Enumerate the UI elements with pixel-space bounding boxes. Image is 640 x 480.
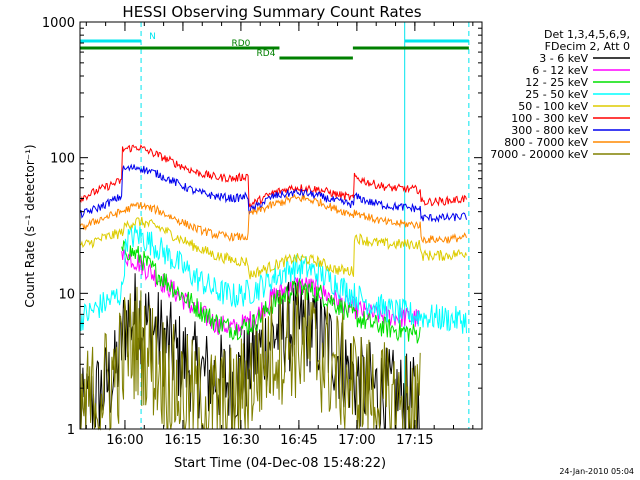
- x-tick-label: 16:15: [164, 433, 201, 448]
- legend-entry-label: 800 - 7000 keV: [504, 136, 588, 149]
- x-tick-label: 17:15: [396, 433, 433, 448]
- legend-header-line-2: FDecim 2, Att 0: [545, 40, 630, 53]
- legend-entry-label: 100 - 300 keV: [511, 112, 588, 125]
- series-line: [79, 193, 467, 245]
- flag-bar-label: RD0: [231, 39, 250, 49]
- y-tick-label: 1: [67, 423, 75, 438]
- legend-header-line-1: Det 1,3,4,5,6,9,: [544, 28, 630, 41]
- series-line: [79, 163, 467, 223]
- x-axis-label: Start Time (04-Dec-08 15:48:22): [174, 456, 386, 471]
- series-line: [79, 285, 421, 431]
- x-tick-label: 16:45: [280, 433, 317, 448]
- legend-entry-label: 6 - 12 keV: [532, 64, 588, 77]
- y-axis-label: Count Rate (s⁻¹ detector⁻¹): [23, 144, 37, 307]
- x-tick-label: 16:30: [222, 433, 259, 448]
- x-axis: 16:00 16:15 16:30 16:45 17:00 17:15: [85, 22, 474, 448]
- plot-area: N RD0 RD4: [79, 22, 470, 431]
- legend: Det 1,3,4,5,6,9, FDecim 2, Att 0 3 - 6 k…: [490, 28, 630, 161]
- legend-entry-label: 25 - 50 keV: [525, 88, 588, 101]
- y-tick-label: 10: [58, 287, 75, 302]
- series-line: [80, 216, 467, 280]
- series-line: [79, 144, 467, 210]
- y-tick-label: 1000: [42, 16, 75, 31]
- y-axis: 1 10 100 1000: [42, 16, 482, 438]
- x-tick-label: 16:00: [106, 433, 143, 448]
- plot-frame: [79, 21, 483, 430]
- x-tick-label: 17:00: [338, 433, 375, 448]
- y-tick-label: 100: [50, 152, 75, 167]
- series-line: [79, 224, 467, 334]
- legend-entry-label: 50 - 100 keV: [518, 100, 588, 113]
- flag-bar-label: N: [149, 32, 156, 42]
- legend-entry-label: 300 - 800 keV: [511, 124, 588, 137]
- legend-entry-label: 12 - 25 keV: [525, 76, 588, 89]
- chart-title: HESSI Observing Summary Count Rates: [122, 3, 421, 21]
- timestamp: 24-Jan-2010 05:04: [559, 467, 634, 476]
- legend-entry-label: 3 - 6 keV: [539, 52, 588, 65]
- flag-bar-label: RD4: [257, 49, 276, 59]
- legend-entry-label: 7000 - 20000 keV: [490, 148, 588, 161]
